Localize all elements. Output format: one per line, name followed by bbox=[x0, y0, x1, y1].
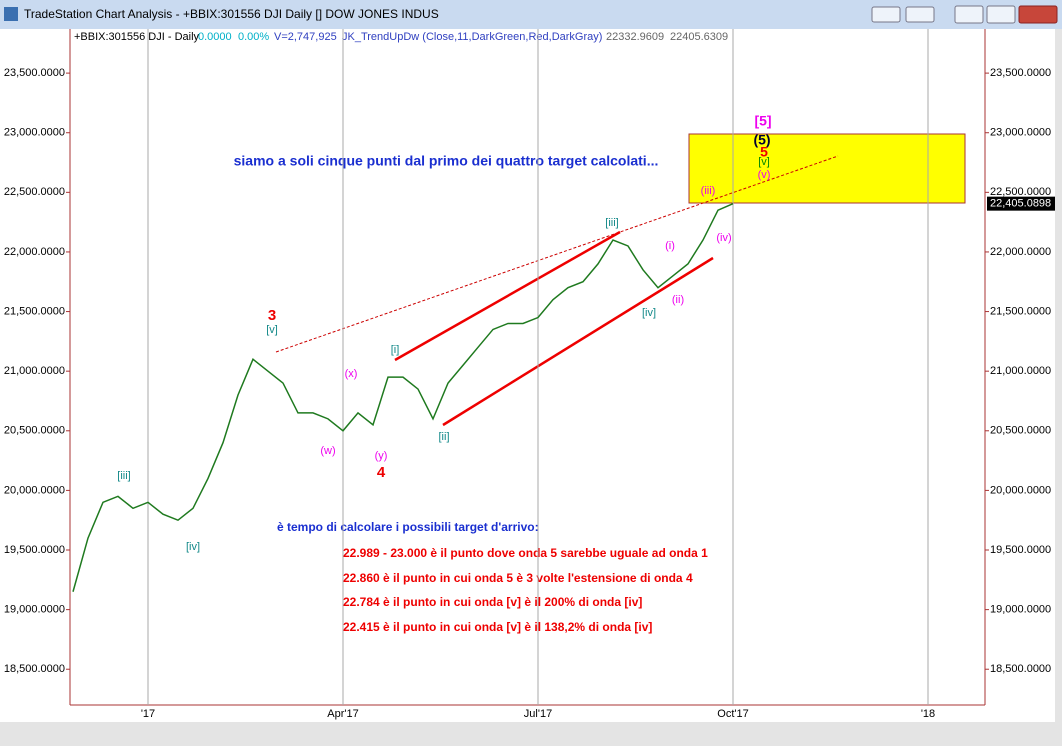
change-pct: 0.00% bbox=[238, 31, 269, 43]
y-tick-label: 19,500.0000 bbox=[4, 544, 65, 556]
wave-label: [iii] bbox=[117, 470, 130, 482]
wave-label: (w) bbox=[320, 445, 335, 457]
h-scrollbar[interactable] bbox=[0, 722, 1062, 746]
wave-label: (y) bbox=[375, 450, 388, 462]
channel-lower bbox=[442, 256, 714, 427]
target: 22.784 è il punto in cui onda [v] è il 2… bbox=[343, 595, 642, 609]
y-tick-label: 21,500.0000 bbox=[4, 305, 65, 317]
wave-label: [5] bbox=[754, 113, 771, 129]
y-tick-label: 23,500.0000 bbox=[990, 67, 1051, 79]
channel-upper bbox=[394, 230, 621, 362]
wave-label: [v] bbox=[758, 156, 770, 168]
wave-label: [ii] bbox=[439, 431, 450, 443]
target: 22.989 - 23.000 è il punto dove onda 5 s… bbox=[343, 546, 708, 560]
close-button[interactable] bbox=[1018, 5, 1058, 24]
y-tick-label: 22,000.0000 bbox=[4, 246, 65, 258]
target: 22.860 è il punto in cui onda 5 è 3 volt… bbox=[343, 571, 693, 585]
wave-label: 5 bbox=[760, 144, 768, 160]
y-tick-label: 19,500.0000 bbox=[990, 544, 1051, 556]
y-tick-label: 23,000.0000 bbox=[990, 127, 1051, 139]
y-tick-label: 20,000.0000 bbox=[990, 484, 1051, 496]
y-tick-label: 23,500.0000 bbox=[4, 67, 65, 79]
x-tick-label: '17 bbox=[141, 708, 155, 720]
y-tick-label: 20,500.0000 bbox=[4, 425, 65, 437]
settings-button[interactable] bbox=[905, 6, 935, 23]
y-tick-label: 19,000.0000 bbox=[990, 604, 1051, 616]
price-line bbox=[72, 202, 734, 592]
last-price-label: 22,405.0898 bbox=[990, 198, 1051, 210]
wave-label: [iii] bbox=[605, 217, 618, 229]
y-tick-label: 20,000.0000 bbox=[4, 484, 65, 496]
target-zone bbox=[688, 133, 966, 204]
y-tick-label: 20,500.0000 bbox=[990, 425, 1051, 437]
v-scrollbar[interactable] bbox=[1055, 29, 1062, 722]
wave-label: [v] bbox=[266, 324, 278, 336]
wave-label: (v) bbox=[758, 169, 771, 181]
wave-label: (i) bbox=[665, 240, 675, 252]
y-tick-label: 18,500.0000 bbox=[4, 663, 65, 675]
targets-title: è tempo di calcolare i possibili target … bbox=[277, 520, 539, 534]
indicator-value: 22405.6309 bbox=[670, 31, 728, 43]
wave-label: (5) bbox=[753, 132, 770, 148]
wave-label: (iii) bbox=[701, 185, 716, 197]
change: 0.0000 bbox=[198, 31, 232, 43]
x-tick-label: Jul'17 bbox=[524, 708, 552, 720]
minimize-button[interactable] bbox=[954, 5, 984, 24]
chart-area bbox=[0, 29, 1055, 722]
target: 22.415 è il punto in cui onda [v] è il 1… bbox=[343, 620, 652, 634]
wave-label: (ii) bbox=[672, 294, 684, 306]
wave-label: [i] bbox=[391, 344, 400, 356]
comment: siamo a soli cinque punti dal primo dei … bbox=[234, 153, 659, 169]
y-tick-label: 21,500.0000 bbox=[990, 305, 1051, 317]
trend-line bbox=[275, 155, 839, 353]
y-tick-label: 22,000.0000 bbox=[990, 246, 1051, 258]
y-tick-label: 23,000.0000 bbox=[4, 127, 65, 139]
y-tick-label: 19,000.0000 bbox=[4, 604, 65, 616]
volume: V=2,747,925 bbox=[274, 31, 337, 43]
window-title: TradeStation Chart Analysis - +BBIX:3015… bbox=[24, 7, 439, 21]
y-tick-label: 22,500.0000 bbox=[990, 186, 1051, 198]
app-icon bbox=[4, 7, 18, 21]
wave-label: [iv] bbox=[642, 307, 656, 319]
y-tick-label: 18,500.0000 bbox=[990, 663, 1051, 675]
wave-label: 4 bbox=[377, 464, 386, 481]
maximize-button[interactable] bbox=[986, 5, 1016, 24]
x-tick-label: Oct'17 bbox=[717, 708, 748, 720]
wave-label: (x) bbox=[345, 368, 358, 380]
last-price-box bbox=[987, 196, 1055, 211]
y-tick-label: 21,000.0000 bbox=[4, 365, 65, 377]
wave-label: [iv] bbox=[186, 541, 200, 553]
indicator-value: 22332.9609 bbox=[606, 31, 664, 43]
y-tick-label: 21,000.0000 bbox=[990, 365, 1051, 377]
x-tick-label: '18 bbox=[921, 708, 935, 720]
x-tick-label: Apr'17 bbox=[327, 708, 358, 720]
wave-label: 3 bbox=[268, 307, 276, 324]
y-tick-label: 22,500.0000 bbox=[4, 186, 65, 198]
wave-label: (iv) bbox=[716, 232, 731, 244]
indicator: JK_TrendUpDw (Close,11,DarkGreen,Red,Dar… bbox=[342, 31, 602, 43]
s-button[interactable] bbox=[871, 6, 901, 23]
symbol: +BBIX:301556 DJI - Daily bbox=[74, 31, 200, 43]
